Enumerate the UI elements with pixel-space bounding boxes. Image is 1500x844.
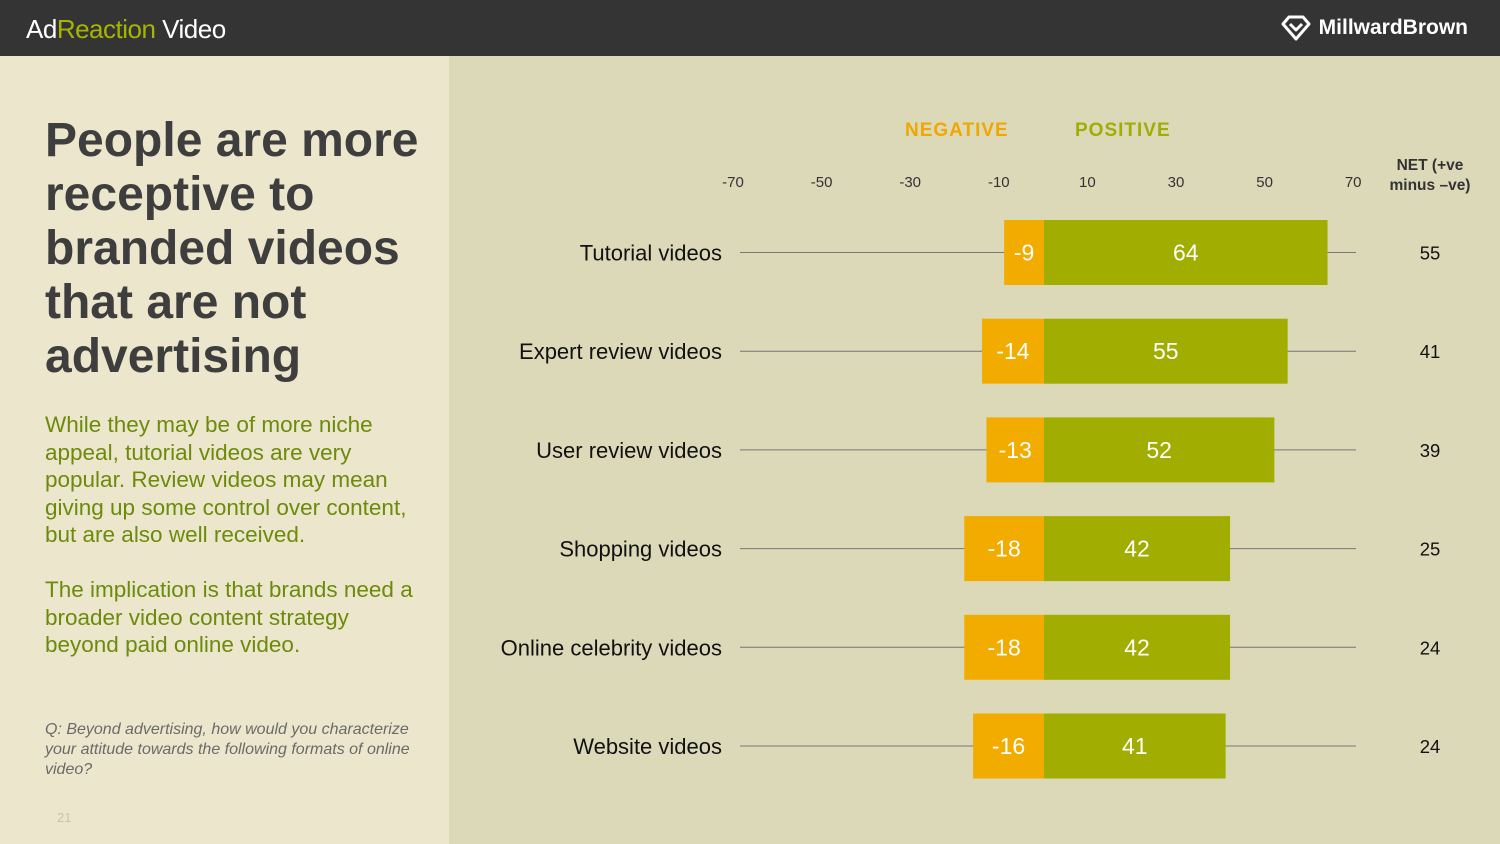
- page-title: People are more receptive to branded vid…: [45, 114, 419, 383]
- top-bar: AdReaction Video MillwardBrown: [0, 0, 1500, 56]
- x-tick-label: 50: [1256, 174, 1273, 191]
- category-label: Website videos: [573, 734, 722, 759]
- net-value-label: 25: [1420, 539, 1441, 560]
- negative-bar: [1004, 220, 1044, 285]
- negative-bar: [973, 713, 1044, 779]
- millwardbrown-text: MillwardBrown: [1318, 16, 1468, 39]
- positive-value-label: 55: [1153, 338, 1179, 364]
- negative-value-label: -14: [996, 338, 1029, 364]
- x-tick-label: -70: [722, 174, 744, 191]
- category-label: Online celebrity videos: [501, 635, 722, 660]
- x-tick-label: 70: [1345, 174, 1362, 191]
- x-tick-label: -10: [988, 174, 1010, 191]
- positive-value-label: 52: [1146, 437, 1172, 463]
- x-tick-label: 10: [1079, 174, 1096, 191]
- brand-reaction: Reaction: [56, 14, 156, 44]
- negative-bar: [981, 318, 1044, 384]
- positive-value-label: 64: [1173, 240, 1199, 266]
- negative-bar: [964, 614, 1044, 680]
- body-paragraph-2: The implication is that brands need a br…: [45, 577, 413, 657]
- net-value-label: 55: [1420, 243, 1441, 264]
- net-value-label: 24: [1420, 637, 1441, 658]
- positive-bar: [1044, 516, 1231, 582]
- survey-question-footnote: Q: Beyond advertising, how would you cha…: [45, 721, 410, 778]
- net-value-label: 41: [1420, 341, 1441, 362]
- positive-value-label: 42: [1124, 536, 1150, 562]
- positive-bar: [1044, 220, 1328, 285]
- brand-ad: Ad: [26, 14, 57, 44]
- negative-value-label: -18: [988, 536, 1021, 562]
- category-label: Expert review videos: [519, 339, 722, 364]
- x-tick-label: -50: [811, 174, 833, 191]
- net-column-header: NET (+ve minus –ve): [1389, 157, 1471, 194]
- diamond-heart-icon: [1281, 15, 1311, 41]
- category-label: User review videos: [536, 438, 722, 463]
- positive-value-label: 41: [1122, 733, 1148, 759]
- positive-bar: [1044, 713, 1226, 779]
- positive-bar: [1044, 318, 1288, 384]
- x-tick-label: 30: [1168, 174, 1185, 191]
- negative-value-label: -13: [999, 437, 1032, 463]
- negative-value-label: -9: [1014, 240, 1034, 266]
- positive-bar: [1044, 614, 1231, 680]
- net-value-label: 39: [1420, 440, 1441, 461]
- millwardbrown-logo: MillwardBrown: [1281, 15, 1468, 41]
- positive-bar: [1044, 417, 1275, 483]
- category-label: Shopping videos: [559, 537, 722, 562]
- category-label: Tutorial videos: [580, 241, 722, 266]
- negative-value-label: -18: [988, 634, 1021, 660]
- left-panel: People are more receptive to branded vid…: [0, 56, 449, 844]
- negative-bar: [964, 516, 1044, 582]
- net-value-label: 24: [1420, 736, 1441, 757]
- brand-video: Video: [155, 14, 226, 44]
- negative-bar: [986, 417, 1044, 483]
- negative-value-label: -16: [992, 733, 1025, 759]
- page-number: 21: [57, 810, 72, 825]
- adreaction-video-logo: AdReaction Video: [26, 14, 226, 45]
- positive-value-label: 42: [1124, 634, 1150, 660]
- body-paragraph-1: While they may be of more niche appeal, …: [45, 412, 407, 547]
- x-tick-label: -30: [899, 174, 921, 191]
- legend-negative: NEGATIVE: [905, 120, 1009, 141]
- legend-positive: POSITIVE: [1075, 120, 1171, 141]
